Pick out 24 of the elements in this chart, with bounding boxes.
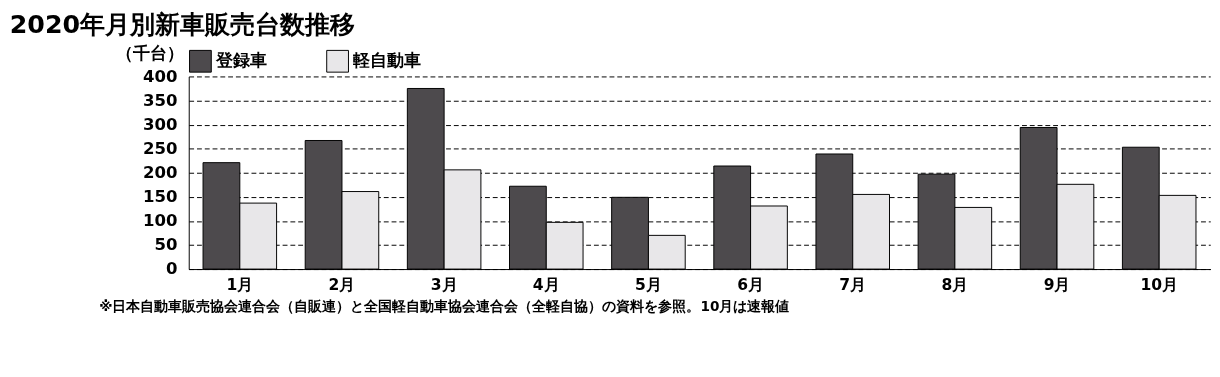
x-tick-label: 4月 (532, 275, 560, 294)
x-tick-label: 1月 (226, 275, 254, 294)
x-tick-label: 8月 (941, 275, 969, 294)
y-tick-label: 0 (166, 259, 178, 279)
x-tick-label: 3月 (430, 275, 458, 294)
y-tick-label: 350 (143, 90, 178, 110)
y-tick-label: 400 (143, 66, 178, 86)
x-tick-label: 10月 (1140, 275, 1179, 294)
x-tick-label: 6月 (737, 275, 764, 294)
chart-title: 2020年月別新車販売台数推移 (9, 9, 356, 39)
x-tick-label: 7月 (839, 275, 867, 294)
y-tick-label: 100 (143, 211, 178, 231)
y-tick-label: 300 (143, 114, 178, 134)
x-tick-label: 9月 (1043, 275, 1071, 294)
x-tick-label: 2月 (328, 275, 356, 294)
y-tick-label: 50 (154, 235, 178, 255)
x-tick-label: 5月 (635, 275, 662, 294)
y-tick-label: 250 (143, 139, 178, 159)
legend-label: 軽自動車 (352, 51, 422, 71)
y-tick-label: 150 (143, 187, 178, 207)
y-tick-label: 200 (143, 163, 178, 183)
text: ※日本自動車販売協会連合会（自販連）と全国軽自動車協会連合会（全軽自協）の資料を参照。10月は速報値 (99, 297, 790, 314)
y-axis-title: （千台） (116, 44, 185, 64)
legend-label: 登録車 (214, 51, 267, 71)
